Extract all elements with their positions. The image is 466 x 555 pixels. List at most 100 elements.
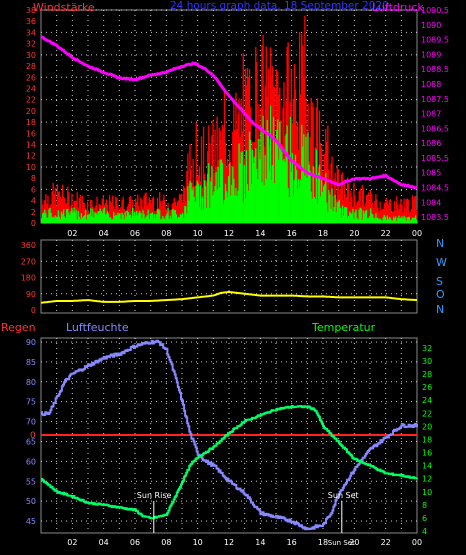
gust-bar (350, 190, 352, 223)
wind-bar (141, 218, 143, 223)
gust-bar (212, 120, 214, 223)
wind-bar (389, 218, 392, 223)
humidity-tick: 50 (26, 497, 36, 506)
wind-bar (361, 219, 363, 223)
compass-label: W (436, 256, 447, 269)
wind-bar (106, 210, 109, 223)
windstaerke-tick: 4 (31, 197, 36, 206)
wind-bar (170, 218, 172, 223)
wind-bar (284, 162, 286, 223)
humidity-tick: 70 (26, 418, 36, 427)
gust-bar (128, 197, 131, 223)
gust-bar (353, 183, 355, 223)
wind-bar (356, 217, 358, 223)
wind-bar (122, 214, 124, 223)
gust-bar (384, 202, 386, 223)
humidity-tick: 90 (26, 338, 36, 347)
gust-bar (357, 200, 359, 223)
wind-bar (412, 217, 415, 223)
wind-bar (97, 211, 99, 223)
gust-bar (371, 193, 373, 223)
windstaerke-tick: 0 (31, 219, 36, 228)
gust-bar (110, 203, 113, 223)
wind-bar (328, 189, 330, 223)
wind-bar (65, 218, 67, 223)
wind-bar (203, 180, 206, 223)
wind-bar (183, 217, 185, 223)
luftdruck-tick: 1086.5 (421, 124, 449, 133)
x-tick-label: 14 (255, 229, 265, 238)
wind-bar (321, 191, 324, 223)
wind-bar (256, 168, 258, 223)
wind-bar (199, 185, 202, 223)
wind-bar (51, 217, 53, 223)
gust-bar (234, 130, 236, 223)
wind-bar (292, 195, 295, 223)
wind-bar (302, 146, 304, 223)
gust-bar (311, 102, 313, 223)
wind-bar (387, 219, 390, 223)
wind-bar (285, 133, 287, 223)
wind-bar (262, 115, 264, 223)
gust-bar (82, 202, 85, 223)
gust-bar (356, 201, 358, 223)
wind-bar (355, 209, 357, 223)
gust-bar (312, 107, 314, 223)
wind-bar (309, 170, 311, 223)
wind-bar (352, 208, 354, 223)
wind-bar (304, 175, 306, 223)
gust-bar (368, 201, 371, 223)
gust-bar (135, 198, 137, 223)
wind-bar (390, 220, 393, 223)
wind-bar (317, 172, 320, 223)
wind-bar (410, 219, 413, 223)
windstaerke-tick: 16 (26, 129, 36, 138)
temperature-tick: 8 (422, 501, 427, 510)
wind-bar (213, 191, 215, 223)
windstaerke-label: Windstärke (33, 1, 95, 14)
wind-bar (99, 208, 101, 223)
gust-bar (343, 179, 346, 223)
gust-bar (108, 195, 111, 223)
x-tick-label: 12 (224, 538, 234, 547)
windstaerke-tick: 26 (26, 73, 36, 82)
gust-bar (396, 196, 398, 223)
gust-bar (367, 192, 370, 223)
wind-bar (60, 211, 63, 223)
wind-bar (197, 183, 200, 223)
gust-bar (246, 67, 249, 223)
wind-bar (200, 210, 203, 223)
wind-bar (384, 216, 386, 223)
wind-bar (397, 217, 399, 223)
wind-bar (375, 213, 377, 223)
wind-bar (286, 125, 288, 223)
gust-bar (121, 199, 123, 223)
wind-bar (385, 219, 388, 223)
wind-bar (110, 219, 113, 223)
gust-bar (337, 169, 339, 223)
wind-bar (70, 211, 72, 223)
wind-bar (382, 217, 384, 223)
x-tick-label: 10 (193, 538, 203, 547)
gust-bar (377, 208, 379, 223)
wind-bar (176, 218, 179, 223)
gust-bar (402, 212, 404, 223)
gust-bar (336, 164, 338, 223)
temperature-tick: 10 (422, 488, 432, 497)
gust-bar (109, 200, 112, 223)
gust-bar (209, 142, 211, 223)
gust-bar (330, 163, 332, 223)
wind-bar (411, 217, 414, 223)
wind-bar (152, 218, 155, 223)
luftdruck-label: Luftdruck (372, 1, 424, 14)
windstaerke-tick: 32 (26, 40, 36, 49)
wind-bar (139, 211, 141, 223)
temperature-tick: 26 (422, 383, 432, 392)
wind-bar (222, 204, 225, 223)
x-tick-label: 20 (349, 538, 359, 547)
wind-bar (363, 213, 366, 223)
humidity-tick: 85 (26, 358, 36, 367)
gust-bar (406, 198, 408, 223)
gust-bar (300, 94, 302, 223)
windstaerke-tick: 14 (26, 141, 36, 150)
